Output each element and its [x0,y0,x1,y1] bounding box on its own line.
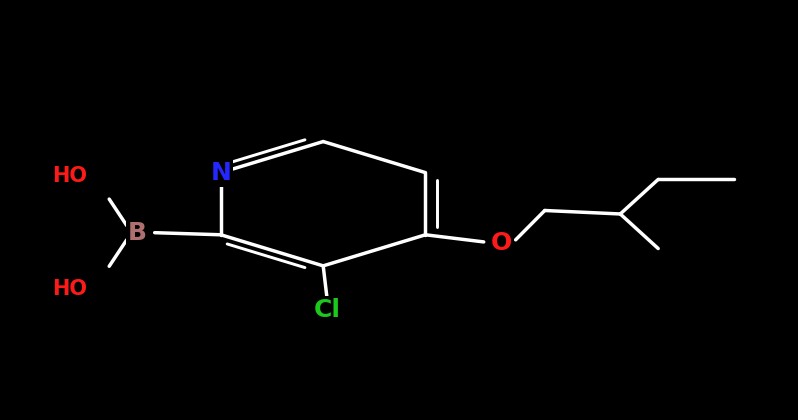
Text: B: B [128,220,147,245]
Text: HO: HO [52,166,87,186]
Text: O: O [491,231,512,255]
Text: N: N [211,160,231,185]
Text: Cl: Cl [314,298,341,322]
Text: HO: HO [52,279,87,299]
